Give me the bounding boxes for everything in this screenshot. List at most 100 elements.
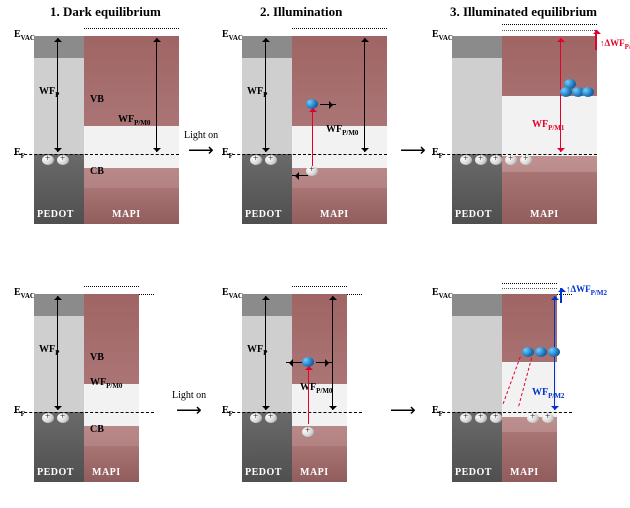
pedot-top bbox=[452, 294, 502, 316]
wfpm0-label: WFP/M0 bbox=[118, 114, 150, 127]
pedot-top bbox=[452, 36, 502, 58]
hole-icon bbox=[460, 413, 472, 423]
wfpm0-label: WFP/M0 bbox=[90, 377, 122, 390]
hole-icon bbox=[505, 155, 517, 165]
electron-icon bbox=[535, 347, 547, 357]
ef-line bbox=[222, 412, 362, 413]
vb-label: VB bbox=[90, 94, 104, 105]
delta-wf-arrow bbox=[595, 30, 597, 50]
evac-label: EVAC bbox=[222, 287, 243, 300]
hole-icon bbox=[475, 155, 487, 165]
mapi-text: MAPI bbox=[510, 467, 539, 478]
mapi-gap bbox=[84, 384, 139, 426]
mapi-vb bbox=[292, 36, 387, 126]
mapi-text: MAPI bbox=[320, 209, 349, 220]
arrow-icon: ⟶ bbox=[390, 400, 416, 421]
panel-a1: EVAC EF WFP WFP/M0 VB CB PEDOT MAPI bbox=[14, 24, 179, 224]
mapi-vb bbox=[84, 36, 179, 126]
pedot-text: PEDOT bbox=[455, 209, 492, 220]
title-1: 1. Dark equilibrium bbox=[50, 4, 230, 20]
wfp-label: WFP bbox=[39, 86, 59, 99]
vb-label: VB bbox=[90, 352, 104, 363]
ef-line bbox=[14, 412, 154, 413]
pedot-text: PEDOT bbox=[245, 467, 282, 478]
wfpm0-arrow bbox=[156, 38, 157, 152]
column-titles: 1. Dark equilibrium 2. Illumination 3. I… bbox=[0, 4, 630, 20]
pedot-mid bbox=[242, 58, 292, 154]
hole-icon bbox=[42, 413, 54, 423]
drift-arrow-icon bbox=[316, 362, 332, 363]
mapi-vb bbox=[292, 294, 347, 384]
evac-label: EVAC bbox=[222, 29, 243, 42]
electron-icon bbox=[302, 357, 314, 367]
pedot-mid bbox=[452, 58, 502, 154]
evac-label: EVAC bbox=[432, 287, 453, 300]
ef-line bbox=[432, 154, 597, 155]
photon-arrow bbox=[308, 366, 309, 424]
hole-icon bbox=[250, 413, 262, 423]
cb-label: CB bbox=[90, 166, 104, 177]
hole-icon bbox=[265, 155, 277, 165]
photon-arrow bbox=[312, 108, 313, 166]
dwfpm-label: ↑ΔWFP/M bbox=[600, 38, 630, 51]
ef-label: EF bbox=[14, 147, 25, 160]
arrow-icon: ⟶ bbox=[176, 400, 202, 421]
ef-label: EF bbox=[222, 405, 233, 418]
mapi-gap bbox=[84, 126, 179, 168]
electron-icon bbox=[560, 87, 572, 97]
arrow-icon: ⟶ bbox=[400, 140, 426, 161]
title-2: 2. Illumination bbox=[260, 4, 450, 20]
mapi-text: MAPI bbox=[530, 209, 559, 220]
hole-icon bbox=[520, 155, 532, 165]
wfp-label: WFP bbox=[247, 344, 267, 357]
hole-icon bbox=[42, 155, 54, 165]
delta-wf-arrow bbox=[560, 288, 562, 303]
evac-label: EVAC bbox=[14, 29, 35, 42]
mapi-vb bbox=[84, 294, 139, 384]
electron-icon bbox=[582, 87, 594, 97]
hole-icon bbox=[302, 427, 314, 437]
hole-icon bbox=[542, 413, 554, 423]
title-3: 3. Illuminated equilibrium bbox=[450, 4, 597, 20]
cb-label: CB bbox=[90, 424, 104, 435]
mapi-text: MAPI bbox=[92, 467, 121, 478]
evac-label: EVAC bbox=[432, 29, 453, 42]
hole-icon bbox=[57, 155, 69, 165]
vac-curve bbox=[502, 283, 557, 295]
panel-b3: EVAC EF WFP/M2 ↑ΔWFP/M2 PEDOT MAPI bbox=[432, 282, 617, 482]
electron-icon bbox=[306, 99, 318, 109]
hole-icon bbox=[265, 413, 277, 423]
wfp-label: WFP bbox=[39, 344, 59, 357]
vac-curve bbox=[84, 28, 179, 48]
vac-curve bbox=[502, 24, 597, 38]
vac-curve bbox=[292, 28, 387, 48]
mapi-vb bbox=[502, 36, 597, 96]
drift-arrow-icon bbox=[292, 175, 308, 176]
hole-icon bbox=[250, 155, 262, 165]
dwfpm2-label: ↑ΔWFP/M2 bbox=[566, 284, 607, 297]
wfpm1-label: WFP/M1 bbox=[532, 119, 564, 132]
hole-icon bbox=[460, 155, 472, 165]
ef-label: EF bbox=[432, 405, 443, 418]
hole-icon bbox=[57, 413, 69, 423]
hole-icon bbox=[527, 413, 539, 423]
drift-arrow-icon bbox=[286, 362, 302, 363]
pedot-mid bbox=[452, 316, 502, 412]
ef-label: EF bbox=[432, 147, 443, 160]
arrow-icon: ⟶ bbox=[188, 140, 214, 161]
pedot-text: PEDOT bbox=[245, 209, 282, 220]
hole-icon bbox=[475, 413, 487, 423]
mapi-text: MAPI bbox=[112, 209, 141, 220]
evac-label: EVAC bbox=[14, 287, 35, 300]
mapi-text: MAPI bbox=[300, 467, 329, 478]
pedot-text: PEDOT bbox=[455, 467, 492, 478]
ef-label: EF bbox=[14, 405, 25, 418]
hole-icon bbox=[490, 413, 502, 423]
panel-b2: EVAC EF WFP WFP/M0 PEDOT MAPI bbox=[222, 282, 362, 482]
pedot-mid bbox=[34, 316, 84, 412]
panel-a2: EVAC EF WFP WFP/M0 PEDOT MAPI bbox=[222, 24, 387, 224]
pedot-mid bbox=[34, 58, 84, 154]
wfpm0-label: WFP/M0 bbox=[326, 124, 358, 137]
panel-a3: EVAC EF WFP/M1 ↑ΔWFP/M PEDOT MAPI bbox=[432, 24, 617, 224]
pedot-text: PEDOT bbox=[37, 209, 74, 220]
